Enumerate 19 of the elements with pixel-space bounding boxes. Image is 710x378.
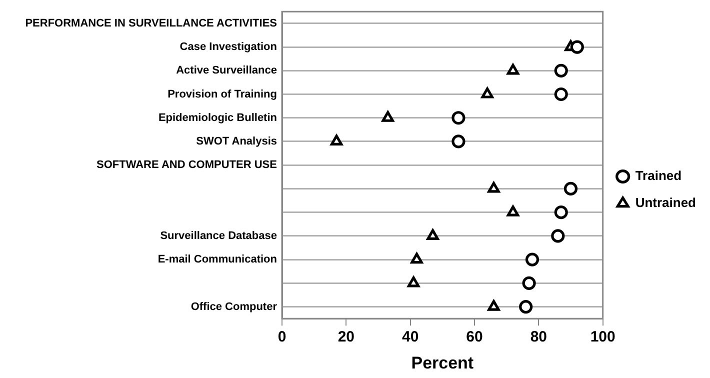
y-tick-label: Office Computer <box>190 300 278 313</box>
y-tick-label: Active Surveillance <box>176 64 277 77</box>
y-tick-label: SOFTWARE AND COMPUTER USE <box>96 159 277 172</box>
x-tick-label: 100 <box>590 328 616 346</box>
y-tick-label: Surveillance Database <box>160 230 277 242</box>
y-tick-label: Epidemiologic Bulletin <box>158 112 278 124</box>
x-tick-label: 60 <box>466 328 483 346</box>
y-tick-label: Provision of Training <box>168 88 277 100</box>
y-tick-label: PERFORMANCE IN SURVEILLANCE ACTIVITIES <box>25 17 277 30</box>
y-tick-label: SWOT Analysis <box>196 136 277 148</box>
x-axis-title: Percent <box>411 353 474 372</box>
y-tick-label: E-mail Communication <box>158 254 278 266</box>
y-tick-label: Case Investigation <box>180 41 278 54</box>
x-tick-label: 0 <box>278 328 286 346</box>
legend-label: Untrained <box>635 195 696 210</box>
x-tick-label: 20 <box>338 328 355 346</box>
legend-label: Trained <box>635 168 682 184</box>
x-tick-label: 80 <box>530 328 548 346</box>
x-tick-label: 40 <box>402 328 419 346</box>
